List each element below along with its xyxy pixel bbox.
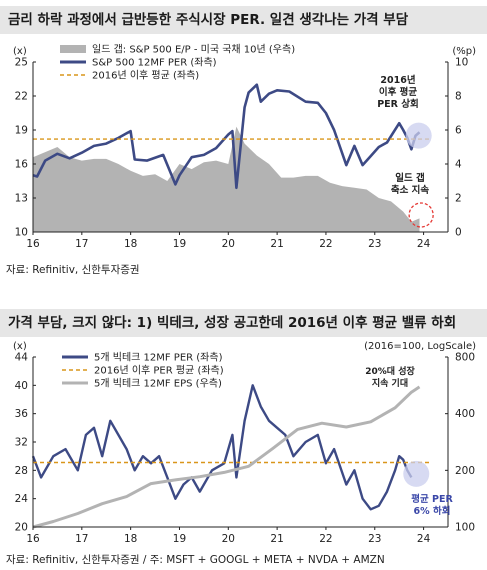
annotation-gap-narrowing-line-2: 축소 지속 <box>391 184 430 196</box>
chart-2-svg: 20 24 28 32 36 40 44 100 200 400 800 16 17 18 19 20 21 22… <box>13 341 476 545</box>
legend-label-1: 5개 빅테크 12MF PER (좌측) <box>94 352 223 364</box>
annotation-gap-narrowing-line-1: 일드 갭 <box>395 172 425 184</box>
y-left-unit-label: (x) <box>13 46 27 57</box>
annotation-per-below-average-line-1: 평균 PER <box>411 493 453 505</box>
y-left-tick-label: 19 <box>15 125 28 137</box>
x-tick-label: 21 <box>270 533 283 545</box>
x-tick-label: 24 <box>417 533 431 545</box>
annotation-growth-expectation-line-2: 지속 기대 <box>372 377 408 389</box>
chart-1-source: 자료: Refinitiv, 신한투자증권 <box>6 264 140 276</box>
annotation-per-above-average-line-1: 2016년 <box>380 74 415 86</box>
x-tick-label: 18 <box>124 238 137 250</box>
y-left-tick-label: 44 <box>15 352 29 364</box>
series-2-line <box>32 83 421 190</box>
x-tick-label: 16 <box>26 533 40 545</box>
y-left-tick-label: 20 <box>15 522 28 534</box>
legend-label-3: 2016년 이후 평균 (좌측) <box>92 70 199 82</box>
annotation-per-below-average-line-2: 6% 하회 <box>414 505 451 517</box>
series-3-line <box>32 385 421 529</box>
y-right-tick-label: 400 <box>455 408 475 420</box>
y-right-tick-label: 8 <box>455 91 462 103</box>
y-left-tick-label: 16 <box>15 159 29 171</box>
legend-label-1: 일드 갭: S&P 500 E/P - 미국 국채 10년 (우측) <box>92 44 295 56</box>
annotation-per-above-average-line-3: PER 상회 <box>377 98 419 110</box>
y-right-tick-label: 0 <box>455 227 462 239</box>
x-tick-label: 16 <box>26 238 40 250</box>
y-left-tick-label: 24 <box>15 493 29 505</box>
x-tick-label: 17 <box>75 238 88 250</box>
x-tick-label: 24 <box>417 238 431 250</box>
chart-1-title: 금리 하락 과정에서 급반등한 주식시장 PER. 일견 생각나는 가격 부담 <box>0 6 487 34</box>
y-left-tick-label: 10 <box>15 227 28 239</box>
y-left-tick-label: 40 <box>15 380 28 392</box>
y-left-tick-label: 28 <box>15 465 28 477</box>
legend-label-2: S&P 500 12MF PER (좌측) <box>92 57 217 69</box>
x-tick-label: 17 <box>75 533 88 545</box>
annotation-growth-expectation-line-1: 20%대 성장 <box>365 365 415 377</box>
series-1-area <box>33 126 420 232</box>
y-right-tick-label: 200 <box>455 465 475 477</box>
y-left-tick-label: 25 <box>15 57 28 69</box>
highlight-circle-per <box>403 460 430 487</box>
legend-label-3: 5개 빅테크 12MF EPS (우측) <box>94 378 222 390</box>
y-left-tick-label: 32 <box>15 437 28 449</box>
legend-swatch-1 <box>60 45 86 53</box>
x-tick-label: 23 <box>368 533 381 545</box>
x-tick-label: 18 <box>124 533 137 545</box>
y-right-tick-label: 10 <box>455 57 468 69</box>
chart-2-title: 가격 부담, 크지 않다: 1) 빅테크, 성장 공고한데 2016년 이후 평… <box>0 309 487 337</box>
y-right-tick-label: 800 <box>455 352 475 364</box>
series-1-line <box>31 384 413 511</box>
x-tick-label: 19 <box>173 238 186 250</box>
y-left-unit-label: (x) <box>13 341 27 352</box>
y-left-tick-label: 36 <box>15 408 29 420</box>
annotation-per-above-average-line-2: 이후 평균 <box>379 86 418 98</box>
y-right-unit-label: (2016=100, LogScale) <box>364 341 476 352</box>
y-right-tick-label: 4 <box>455 159 462 171</box>
x-tick-label: 20 <box>222 533 235 545</box>
y-right-tick-label: 2 <box>455 193 462 205</box>
highlight-circle-per <box>405 122 432 149</box>
x-tick-label: 22 <box>319 533 332 545</box>
y-right-unit-label: (%p) <box>452 46 476 57</box>
y-right-tick-label: 100 <box>455 522 475 534</box>
y-right-tick-label: 6 <box>455 125 462 137</box>
x-tick-label: 21 <box>270 238 283 250</box>
x-tick-label: 23 <box>368 238 381 250</box>
highlight-circle-gap <box>408 202 434 228</box>
y-left-tick-label: 13 <box>15 193 28 205</box>
x-tick-label: 19 <box>173 533 186 545</box>
chart-2-source: 자료: Refinitiv, 신한투자증권 / 주: MSFT + GOOGL … <box>6 554 385 566</box>
y-left-tick-label: 22 <box>15 91 28 103</box>
x-tick-label: 20 <box>222 238 235 250</box>
x-tick-label: 22 <box>319 238 332 250</box>
legend-label-2: 2016년 이후 PER 평균 (좌측) <box>94 365 224 377</box>
